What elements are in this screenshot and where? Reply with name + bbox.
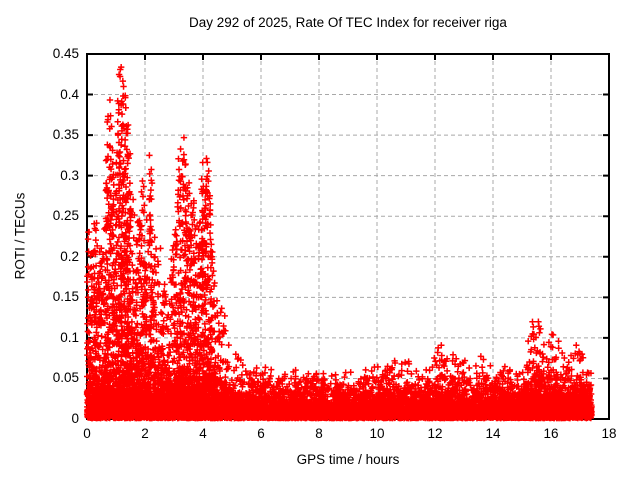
- x-tick-label: 16: [543, 426, 559, 441]
- y-tick-label: 0.25: [52, 208, 79, 224]
- x-tick-label: 8: [315, 426, 323, 441]
- y-tick-label: 0.1: [60, 329, 79, 345]
- y-tick-label: 0.4: [60, 86, 79, 102]
- y-tick-label: 0.15: [52, 289, 79, 305]
- y-tick-label: 0.3: [60, 167, 79, 183]
- y-tick-label: 0: [71, 411, 79, 426]
- x-tick-label: 18: [601, 426, 617, 441]
- x-tick-label: 10: [369, 426, 385, 441]
- x-tick-label: 12: [427, 426, 443, 441]
- y-tick-label: 0.2: [60, 248, 79, 264]
- x-axis-label: GPS time / hours: [296, 452, 400, 467]
- x-tick-label: 2: [141, 426, 149, 441]
- x-tick-label: 14: [485, 426, 501, 441]
- x-tick-label: 6: [257, 426, 265, 441]
- x-tick-label: 4: [199, 426, 207, 441]
- y-tick-label: 0.35: [52, 127, 79, 143]
- y-tick-label: 0.45: [52, 46, 79, 61]
- y-tick-label: 0.05: [52, 370, 79, 386]
- y-axis-label: ROTI / TECUs: [12, 192, 28, 280]
- x-tick-label: 0: [83, 426, 91, 441]
- chart-title: Day 292 of 2025, Rate Of TEC Index for r…: [189, 15, 507, 30]
